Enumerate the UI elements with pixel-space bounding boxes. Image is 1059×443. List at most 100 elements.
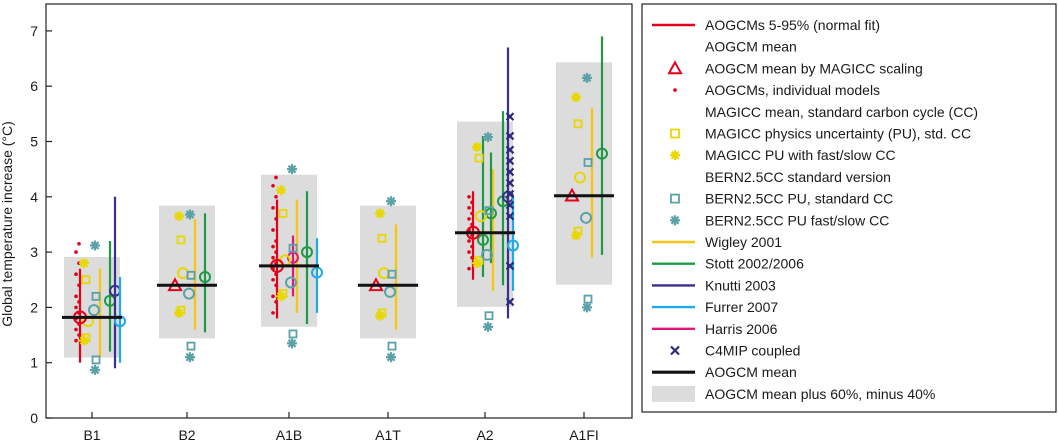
magicc-pu-marker [474, 153, 484, 163]
plot-layer [62, 36, 614, 375]
c4mip-marker [505, 261, 515, 271]
legend-star-swatch-stroke [670, 215, 680, 225]
legend-label: AOGCM mean by MAGICC scaling [705, 60, 923, 76]
legend-label: BERN2.5CC PU fast/slow CC [705, 212, 889, 228]
aogcm-model-dot [271, 183, 275, 188]
legend-item-bern_std: BERN2.5CC standard version [705, 169, 891, 185]
legend-item-stott: Stott 2002/2006 [652, 256, 804, 272]
bern-pu-fastslow-marker-stroke [185, 210, 195, 219]
bern-pu-fastslow-marker [483, 132, 493, 143]
magicc-pu-fastslow-marker [472, 258, 482, 269]
magicc-pu-fastslow-marker [174, 307, 184, 318]
aogcm-model-dot [271, 228, 275, 232]
aogcm-model-dot [467, 206, 471, 210]
bern-pu-fastslow-marker [185, 352, 195, 363]
legend-star-swatch [670, 215, 680, 226]
magicc-pu-fastslow-marker-stroke [375, 311, 385, 321]
legend-label: MAGICC PU with fast/slow CC [705, 147, 896, 163]
aogcm-model-dot [271, 277, 275, 282]
aogcm-model-dot [74, 294, 78, 299]
bern-pu-fastslow-marker [483, 321, 493, 332]
x-tick-label: A1B [276, 427, 302, 443]
c4mip-marker [505, 145, 515, 155]
magicc-pu-fastslow-marker [79, 335, 89, 346]
legend-item-band: AOGCM mean plus 60%, minus 40% [652, 385, 935, 402]
legend-item-magicc_pu_fs: MAGICC PU with fast/slow CC [670, 147, 896, 163]
aogcm-model-dot [274, 195, 278, 199]
legend-label: Stott 2002/2006 [705, 256, 804, 272]
y-tick-label: 4 [30, 189, 38, 205]
bern-pu-fastslow-marker-stroke [386, 352, 396, 362]
bern-std-marker [183, 287, 195, 300]
furrer-mean-marker [507, 239, 519, 252]
x-tick-label: A1T [375, 427, 401, 443]
aogcm-model-dot [77, 242, 81, 246]
magicc-pu-fastslow-marker [375, 208, 385, 219]
c4mip-marker [505, 297, 515, 307]
y-tick-label: 2 [30, 299, 38, 315]
bern-pu-fastslow-marker [287, 164, 297, 175]
bern-pu-fastslow-marker [582, 302, 592, 313]
aogcm-model-dot [467, 195, 471, 199]
bern-pu-marker [484, 206, 494, 216]
legend-item-aogcm_models: AOGCMs, individual models [673, 82, 880, 98]
c4mip-marker [505, 211, 515, 221]
magicc-pu-fastslow-marker [472, 142, 482, 153]
c4mip-marker [505, 200, 515, 210]
bern-pu-fastslow-marker [287, 338, 297, 349]
legend-cross-swatch [670, 345, 680, 356]
magicc-pu-marker [278, 208, 288, 218]
aogcm-model-dot [467, 239, 471, 243]
legend-box-swatch [652, 385, 695, 402]
bern-pu-fastslow-marker-stroke [287, 339, 297, 348]
y-tick-label: 1 [30, 355, 38, 371]
bern-pu-fastslow-marker-stroke [582, 73, 592, 83]
c4mip-marker [505, 131, 515, 141]
magicc-pu-fastslow-marker-stroke [79, 336, 89, 345]
x-tick-label: A1FI [569, 427, 599, 443]
magicc-pu-fastslow-marker [571, 230, 581, 241]
aogcm-model-dot [271, 244, 275, 249]
axes-layer: 0 1 2 3 4 5 6 7 B1 B2 A1B A1T A2 A1FI [30, 3, 633, 443]
aogcm-model-dot [271, 311, 275, 315]
y-tick-label: 6 [30, 78, 38, 94]
legend-item-bern_pu_fs: BERN2.5CC PU fast/slow CC [670, 212, 889, 228]
legend-label: AOGCMs, individual models [705, 82, 880, 98]
stott-mean-marker [596, 147, 608, 160]
bern-pu-fastslow-marker-stroke [90, 365, 100, 375]
magicc-pu-fastslow-marker [174, 211, 184, 222]
legend-box [641, 3, 1057, 413]
magicc-pu-fastslow-marker-stroke [174, 308, 184, 318]
bern-pu-fastslow-marker-stroke [185, 352, 195, 362]
legend-item-wigley: Wigley 2001 [652, 234, 782, 250]
y-axis-label: Global temperature increase (°C) [0, 121, 15, 327]
legend-item-furrer: Furrer 2007 [652, 299, 778, 315]
magicc-pu-marker [81, 275, 91, 285]
aogcm-model-dot [274, 175, 278, 180]
bern-std-marker [88, 304, 100, 317]
legend-label: AOGCMs 5-95% (normal fit) [705, 17, 880, 33]
legend-item-c4mip: C4MIP coupled [670, 343, 800, 359]
magicc-mean-marker [574, 171, 586, 184]
plot-frame [45, 3, 633, 419]
legend-item-harris: Harris 2006 [652, 321, 778, 337]
bern-pu-fastslow-marker-stroke [287, 164, 297, 174]
legend-label: Wigley 2001 [705, 234, 782, 250]
c4mip-marker [505, 156, 515, 166]
magicc-pu-marker [377, 233, 387, 243]
magicc-pu-fastslow-marker-stroke [571, 231, 581, 240]
stott-mean-marker [199, 270, 211, 283]
bern-pu-fastslow-marker [185, 209, 195, 220]
legend-item-magicc_mean: MAGICC mean, standard carbon cycle (CC) [705, 104, 978, 120]
y-tick-label: 3 [30, 244, 38, 260]
aogcm-model-dot [74, 272, 78, 277]
bern-pu-fastslow-marker [386, 196, 396, 207]
bern-std-marker [384, 285, 396, 298]
bern-pu-fastslow-marker [386, 352, 396, 363]
bern-pu-marker [186, 341, 196, 351]
x-tick-label: A2 [476, 427, 493, 443]
magicc-pu-fastslow-marker-stroke [571, 92, 581, 102]
aogcm-model-dot [467, 217, 471, 221]
legend-item-aogcm_range: AOGCMs 5-95% (normal fit) [652, 17, 880, 33]
